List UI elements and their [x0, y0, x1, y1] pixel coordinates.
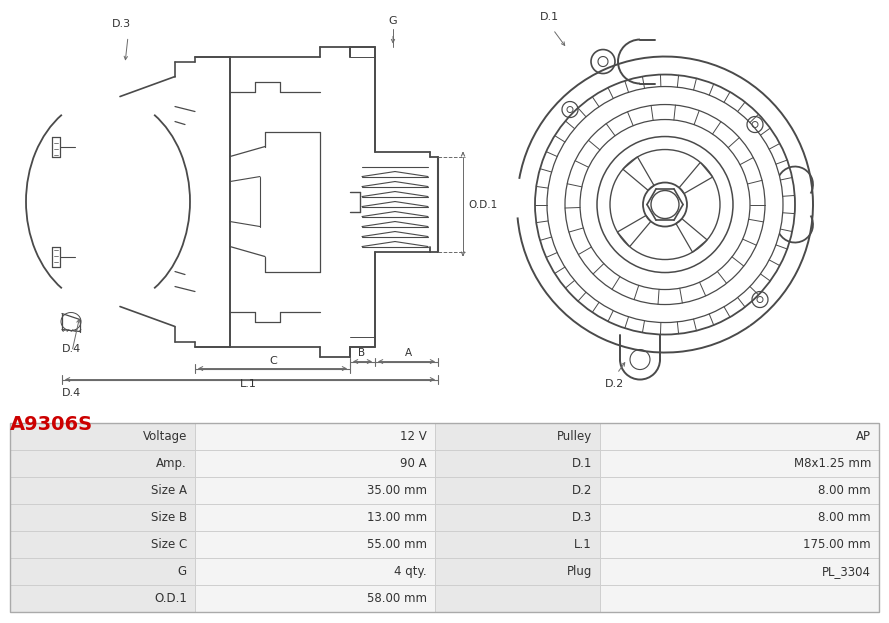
- Bar: [10, 585, 195, 612]
- Bar: [435, 504, 600, 531]
- Text: D.4: D.4: [62, 388, 81, 397]
- Text: 175.00 mm: 175.00 mm: [804, 538, 871, 551]
- Text: AP: AP: [856, 430, 871, 443]
- Text: 55.00 mm: 55.00 mm: [367, 538, 427, 551]
- Text: 90 A: 90 A: [400, 457, 427, 470]
- Text: G: G: [178, 565, 187, 578]
- Text: D.3: D.3: [112, 19, 131, 29]
- Bar: [10, 558, 195, 585]
- Text: PL_3304: PL_3304: [822, 565, 871, 578]
- Bar: [195, 477, 435, 504]
- Text: Amp.: Amp.: [156, 457, 187, 470]
- Text: 13.00 mm: 13.00 mm: [367, 511, 427, 524]
- Bar: [10, 504, 195, 531]
- Text: O.D.1: O.D.1: [468, 199, 497, 209]
- Bar: [435, 450, 600, 477]
- Bar: [600, 423, 879, 450]
- Bar: [600, 504, 879, 531]
- Text: 35.00 mm: 35.00 mm: [367, 484, 427, 497]
- Bar: [600, 558, 879, 585]
- Text: L.1: L.1: [574, 538, 592, 551]
- Text: M8x1.25 mm: M8x1.25 mm: [794, 457, 871, 470]
- Text: A9306S: A9306S: [10, 415, 93, 434]
- Text: Size B: Size B: [151, 511, 187, 524]
- Text: 12 V: 12 V: [400, 430, 427, 443]
- Text: D.1: D.1: [572, 457, 592, 470]
- Bar: [195, 504, 435, 531]
- Bar: [10, 531, 195, 558]
- Bar: [435, 477, 600, 504]
- Bar: [600, 585, 879, 612]
- Text: 8.00 mm: 8.00 mm: [819, 484, 871, 497]
- Text: Voltage: Voltage: [142, 430, 187, 443]
- Bar: [435, 531, 600, 558]
- Bar: [10, 423, 195, 450]
- Bar: [195, 558, 435, 585]
- Text: D.2: D.2: [605, 379, 624, 389]
- Text: D.4: D.4: [62, 343, 81, 353]
- Bar: [435, 558, 600, 585]
- Text: C: C: [269, 356, 276, 366]
- Bar: [195, 531, 435, 558]
- Text: Size A: Size A: [151, 484, 187, 497]
- Bar: [600, 531, 879, 558]
- Bar: [10, 423, 879, 612]
- Bar: [195, 585, 435, 612]
- Bar: [10, 477, 195, 504]
- Bar: [600, 477, 879, 504]
- Text: B: B: [358, 348, 365, 358]
- Text: O.D.1: O.D.1: [154, 592, 187, 605]
- Text: L.1: L.1: [239, 379, 256, 389]
- Bar: [435, 585, 600, 612]
- Bar: [195, 450, 435, 477]
- Text: D.1: D.1: [540, 12, 559, 22]
- Text: D.3: D.3: [572, 511, 592, 524]
- Text: Pulley: Pulley: [557, 430, 592, 443]
- Text: A: A: [404, 348, 412, 358]
- Text: G: G: [388, 16, 397, 26]
- Bar: [10, 450, 195, 477]
- Bar: [195, 423, 435, 450]
- Text: Plug: Plug: [566, 565, 592, 578]
- Text: Size C: Size C: [151, 538, 187, 551]
- Text: 58.00 mm: 58.00 mm: [367, 592, 427, 605]
- Bar: [600, 450, 879, 477]
- Bar: [435, 423, 600, 450]
- Text: 8.00 mm: 8.00 mm: [819, 511, 871, 524]
- Text: 4 qty.: 4 qty.: [395, 565, 427, 578]
- Text: D.2: D.2: [572, 484, 592, 497]
